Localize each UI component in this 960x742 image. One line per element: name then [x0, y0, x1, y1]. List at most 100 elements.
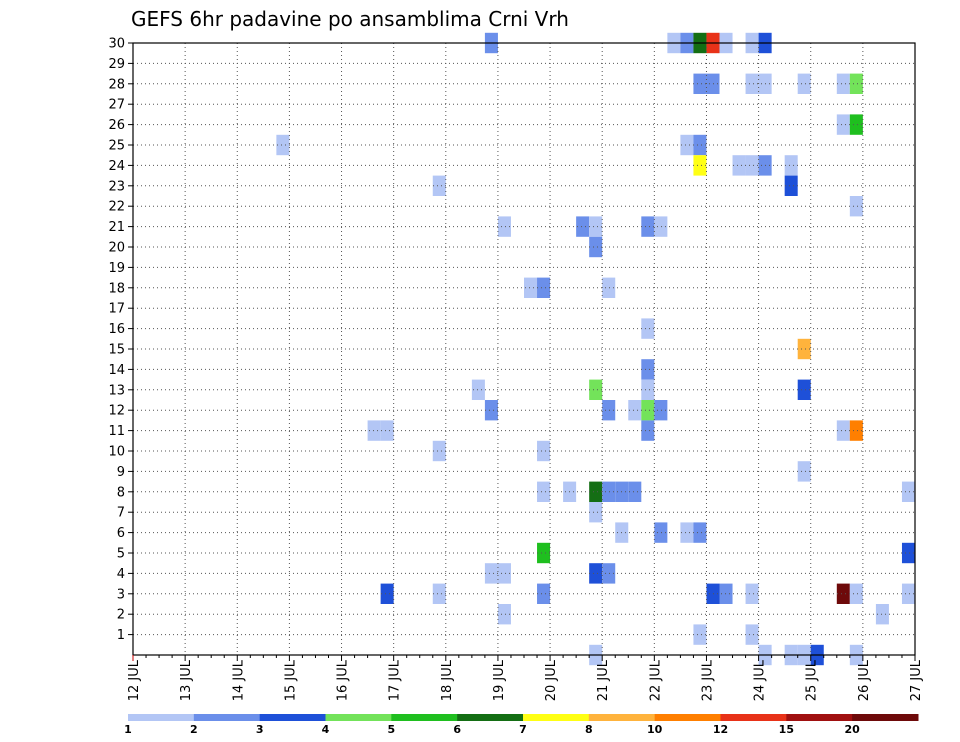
data-cell [641, 379, 655, 400]
colorbar-segment [852, 714, 919, 721]
data-cell [641, 318, 655, 339]
data-cell [901, 583, 915, 604]
data-cell [849, 114, 863, 135]
data-cell [589, 481, 603, 502]
data-cell [654, 400, 668, 421]
y-tick-label: 25 [108, 139, 125, 154]
x-tick-label: 19 JUL [492, 659, 507, 701]
colorbar-segment [588, 714, 656, 721]
data-cell [901, 542, 915, 564]
colorbar-label: 12 [713, 723, 728, 736]
data-cell [537, 583, 551, 604]
y-tick-label: 5 [117, 547, 125, 562]
data-cell [836, 73, 850, 94]
data-cell [602, 481, 616, 502]
data-cell [901, 481, 915, 502]
data-cell [589, 502, 603, 523]
y-tick-label: 26 [108, 118, 125, 133]
colorbar-segment [259, 714, 326, 721]
x-tick-label: 15 JUL [283, 659, 298, 701]
y-tick-label: 4 [117, 567, 125, 582]
data-cell [693, 155, 707, 176]
colorbar-segment [523, 714, 590, 721]
y-tick-label: 13 [108, 383, 125, 398]
colorbar-segment [457, 714, 524, 721]
data-cell [484, 400, 498, 421]
colorbar-label: 4 [322, 723, 330, 736]
data-cell [797, 461, 811, 482]
data-cell [432, 175, 446, 196]
colorbar-segment [786, 714, 853, 721]
y-tick-label: 9 [117, 465, 125, 480]
data-cell [497, 604, 511, 625]
data-cell [602, 277, 616, 298]
data-cell [484, 563, 498, 584]
data-cell [628, 400, 642, 421]
data-cell [537, 440, 551, 462]
data-cell [641, 216, 655, 237]
y-tick-label: 21 [108, 220, 125, 235]
data-cell [849, 583, 863, 604]
data-cell [706, 583, 720, 604]
x-tick-label: 13 JUL [179, 659, 194, 701]
data-cell [524, 277, 538, 298]
data-cell [537, 481, 551, 502]
y-tick-label: 18 [108, 281, 125, 296]
data-cell [706, 73, 720, 94]
data-cell [784, 155, 798, 176]
data-cell [497, 216, 511, 237]
y-tick-label: 1 [117, 628, 125, 643]
data-cell [836, 114, 850, 135]
colorbar-label: 2 [190, 723, 198, 736]
x-tick-label: 22 JUL [648, 659, 663, 701]
y-tick-label: 16 [108, 322, 125, 337]
chart-title: GEFS 6hr padavine po ansamblima Crni Vrh [131, 7, 569, 31]
y-tick-label: 27 [108, 98, 125, 113]
colorbar-label: 3 [256, 723, 264, 736]
y-tick-label: 15 [108, 343, 125, 358]
data-cell [589, 216, 603, 237]
data-cell [654, 522, 668, 543]
data-cell [576, 216, 590, 237]
data-cell [784, 175, 798, 196]
y-tick-label: 23 [108, 179, 125, 194]
data-cell [380, 420, 394, 441]
colorbar-segment [325, 714, 392, 721]
colorbar-label: 5 [388, 723, 396, 736]
x-tick-label: 12 JUL [127, 659, 142, 701]
colorbar-label: 1 [124, 723, 132, 736]
gridlines [133, 43, 915, 655]
y-tick-label: 24 [108, 159, 125, 174]
data-cell [693, 624, 707, 645]
x-tick-label: 26 JUL [857, 659, 872, 701]
data-cell [654, 216, 668, 237]
x-axis: 12 JUL 13 JUL 14 JUL 15 JUL 16 JUL 17 JUL 18 J… [127, 655, 924, 701]
data-cell [497, 563, 511, 584]
data-cell [693, 73, 707, 94]
data-cell [680, 134, 694, 156]
x-tick-label: 16 JUL [336, 659, 351, 701]
colorbar: 1 2 3 4 5 6 7 8 10 12 15 20 [124, 714, 919, 736]
data-cell [602, 563, 616, 584]
data-cell [875, 604, 889, 625]
y-tick-label: 28 [108, 77, 125, 92]
colorbar-segment [193, 714, 261, 721]
data-cell [589, 379, 603, 400]
data-cell [628, 481, 642, 502]
y-axis: 1234567891011121314151617181920212223242… [108, 37, 133, 643]
y-tick-label: 7 [117, 506, 125, 521]
x-tick-label: 17 JUL [388, 659, 403, 701]
y-tick-label: 8 [117, 485, 125, 500]
data-cell [693, 522, 707, 543]
data-cell [745, 73, 759, 94]
y-tick-label: 17 [108, 302, 125, 317]
x-tick-label: 25 JUL [805, 659, 820, 701]
x-tick-label: 24 JUL [753, 659, 768, 701]
data-cell [797, 338, 811, 360]
data-cell [641, 400, 655, 421]
data-cell [680, 522, 694, 543]
y-tick-label: 14 [108, 363, 125, 378]
colorbar-segment [720, 714, 787, 721]
data-cell [745, 583, 759, 604]
y-tick-label: 11 [108, 424, 125, 439]
